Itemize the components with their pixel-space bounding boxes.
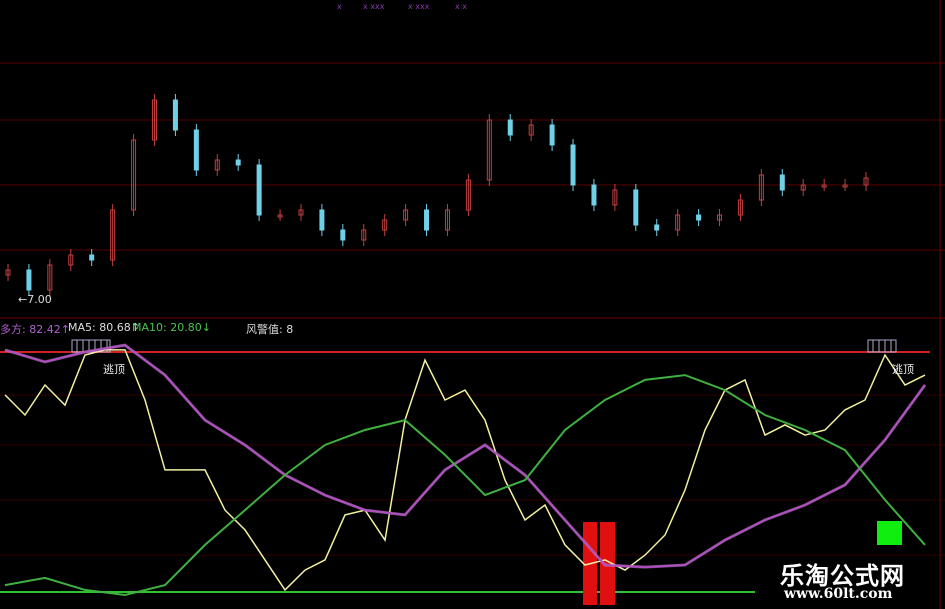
candle-body <box>821 184 827 188</box>
red-signal-bar <box>600 522 615 605</box>
candle-body <box>277 214 283 218</box>
candle-body <box>424 209 430 231</box>
green-signal-box <box>877 521 902 545</box>
escape-top-label: 逃顶 <box>103 363 125 376</box>
candle-body <box>758 174 764 201</box>
candle-body <box>172 99 178 131</box>
top-marker: x x <box>455 2 468 11</box>
candle-body <box>863 177 869 186</box>
candle-body <box>444 209 450 231</box>
candle-body <box>528 124 534 136</box>
candle-body <box>570 144 576 186</box>
candle-body <box>654 224 660 231</box>
candle-body <box>361 229 367 241</box>
candle-body <box>5 269 11 276</box>
candle-body <box>591 184 597 206</box>
top-marker: x <box>337 2 342 11</box>
top-signal-box <box>867 339 897 353</box>
escape-top-label: 逃顶 <box>892 363 914 376</box>
yellow-indicator-line <box>4 349 926 592</box>
candle-body <box>319 209 325 231</box>
ma5-value: MA5: 80.68↑ <box>68 321 140 334</box>
watermark-name: 乐淘公式网 <box>780 562 905 590</box>
candle-body <box>256 164 262 216</box>
candle-body <box>298 209 304 216</box>
candle-body <box>403 209 409 221</box>
candle-body <box>26 269 32 291</box>
watermark-url: www.60lt.com <box>784 586 893 602</box>
price-axis-label: ←7.00 <box>18 293 52 306</box>
candle-body <box>131 139 137 211</box>
candle-body <box>235 159 241 166</box>
top-marker: x xxx <box>408 2 430 11</box>
purple-line-glow <box>4 343 927 569</box>
candle-body <box>214 159 220 171</box>
candle-body <box>549 124 555 146</box>
fengjing-value: 风警值: 8 <box>246 323 294 336</box>
purple-indicator-line <box>4 344 926 569</box>
candle-body <box>110 209 116 261</box>
candle-body <box>800 184 806 191</box>
candle-body <box>486 119 492 181</box>
candle-body <box>465 179 471 211</box>
candle-body <box>89 254 95 261</box>
candle-body <box>151 99 157 141</box>
candle-body <box>737 199 743 216</box>
green-indicator-line <box>4 374 926 597</box>
ma10-value: MA10: 20.80↓ <box>132 321 211 334</box>
candle-body <box>193 129 199 171</box>
candle-body <box>842 184 848 188</box>
candle-body <box>633 189 639 226</box>
duofang-value: 多方: 82.42↑ <box>0 323 70 336</box>
candle-body <box>68 254 74 266</box>
candle-body <box>382 219 388 231</box>
candle-body <box>340 229 346 241</box>
candle-body <box>675 214 681 231</box>
top-marker: x xxx <box>363 2 385 11</box>
candle-body <box>696 214 702 221</box>
candle-body <box>717 214 723 221</box>
candle-body <box>779 174 785 191</box>
candle-body <box>47 264 53 291</box>
candle-body <box>612 189 618 206</box>
candle-body <box>507 119 513 136</box>
